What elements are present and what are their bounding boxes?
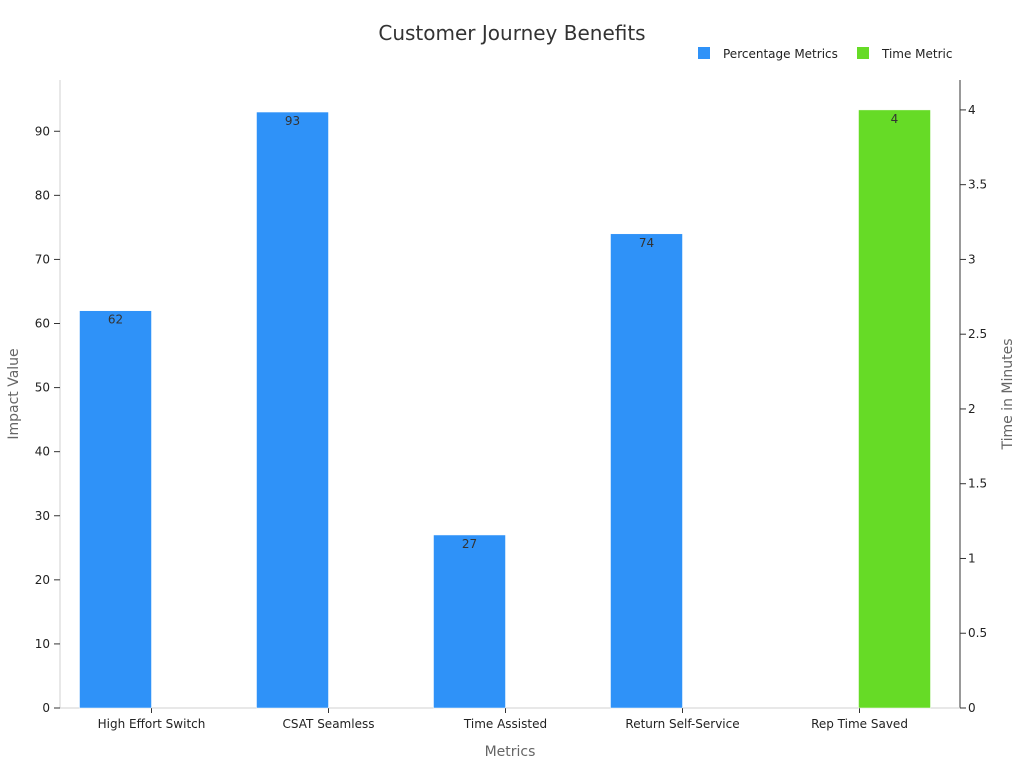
y2-tick-label: 1 bbox=[968, 551, 976, 565]
legend-swatch-time bbox=[857, 47, 869, 59]
y2-tick-label: 4 bbox=[968, 103, 976, 117]
data-label: 4 bbox=[891, 112, 899, 126]
data-label: 93 bbox=[285, 114, 300, 128]
chart-title: Customer Journey Benefits bbox=[378, 21, 645, 45]
y-tick-label: 30 bbox=[35, 509, 50, 523]
axes: 0 10 20 30 40 50 60 70 80 90 0 0.5 1 1.5 2 2.5 3 3.5 4 High… bbox=[35, 80, 987, 731]
x-tick-label: High Effort Switch bbox=[98, 717, 206, 731]
y2-tick-label: 0 bbox=[968, 701, 976, 715]
y-tick-label: 90 bbox=[35, 124, 50, 138]
y-axis-title: Impact Value bbox=[6, 348, 22, 439]
y2-tick-label: 2.5 bbox=[968, 327, 987, 341]
data-label: 62 bbox=[108, 313, 123, 327]
x-tick-label: Rep Time Saved bbox=[811, 717, 908, 731]
y2-tick-label: 3 bbox=[968, 252, 976, 266]
y-tick-label: 50 bbox=[35, 381, 50, 395]
data-label: 74 bbox=[639, 236, 654, 250]
x-tick-label: CSAT Seamless bbox=[283, 717, 375, 731]
y-tick-label: 80 bbox=[35, 188, 50, 202]
y-tick-label: 60 bbox=[35, 317, 50, 331]
legend-label: Time Metric bbox=[881, 47, 953, 61]
legend-label: Percentage Metrics bbox=[723, 47, 838, 61]
x-axis-title: Metrics bbox=[485, 744, 536, 760]
y2-tick-label: 0.5 bbox=[968, 626, 987, 640]
data-label: 27 bbox=[462, 537, 477, 551]
y2-tick-label: 2 bbox=[968, 402, 976, 416]
bar-percentage bbox=[433, 534, 506, 709]
bar-percentage bbox=[79, 310, 152, 709]
y-tick-label: 70 bbox=[35, 252, 50, 266]
y-tick-label: 40 bbox=[35, 445, 50, 459]
legend: Percentage Metrics Time Metric bbox=[698, 47, 953, 61]
x-tick-label: Return Self-Service bbox=[625, 717, 739, 731]
y-tick-label: 0 bbox=[42, 701, 50, 715]
bar-percentage bbox=[256, 111, 329, 709]
bars: 62 93 27 74 4 bbox=[79, 109, 931, 709]
legend-swatch-percentage bbox=[698, 47, 710, 59]
y2-tick-label: 3.5 bbox=[968, 178, 987, 192]
y-tick-label: 10 bbox=[35, 637, 50, 651]
bar-time bbox=[858, 109, 931, 709]
bar-percentage bbox=[610, 233, 683, 709]
x-tick-label: Time Assisted bbox=[463, 717, 547, 731]
y2-tick-label: 1.5 bbox=[968, 477, 987, 491]
y-tick-label: 20 bbox=[35, 573, 50, 587]
y2-axis-title: Time in Minutes bbox=[1000, 338, 1016, 450]
